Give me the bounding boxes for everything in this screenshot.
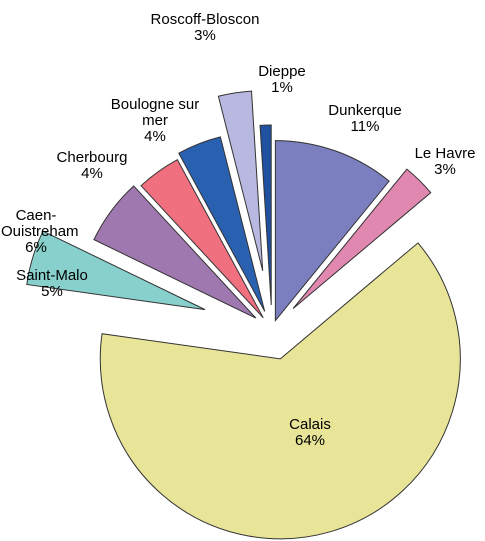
- category-label: Boulogne sur mer: [110, 96, 200, 129]
- value-label: 1%: [271, 79, 293, 96]
- category-label: Dieppe: [258, 63, 306, 80]
- category-label: Caen-Ouistreham: [1, 207, 79, 240]
- pie-slice: [99, 242, 461, 540]
- pie-slice: [217, 90, 264, 271]
- value-label: 5%: [41, 283, 63, 300]
- slice-label: Calais 64%: [265, 417, 355, 449]
- value-label: 3%: [434, 161, 456, 178]
- slice-label: Saint-Malo 5%: [7, 268, 97, 300]
- pie-slice: [140, 158, 264, 319]
- value-label: 4%: [81, 165, 103, 182]
- pie-slice: [93, 185, 257, 319]
- category-label: Dunkerque: [328, 102, 402, 119]
- value-label: 6%: [25, 239, 47, 256]
- category-label: Cherbourg: [56, 149, 128, 166]
- value-label: 64%: [294, 432, 326, 449]
- pie-slice: [274, 140, 390, 322]
- slice-label: Cherbourg 4%: [42, 150, 142, 182]
- category-label: Roscoff-Bloscon: [150, 11, 260, 28]
- value-label: 3%: [194, 27, 216, 44]
- category-label: Saint-Malo: [16, 267, 88, 284]
- value-label: 4%: [144, 128, 166, 145]
- pie-slice: [292, 168, 432, 310]
- slice-label: Caen-Ouistreham 6%: [1, 207, 79, 256]
- slice-label: Dunkerque 11%: [305, 103, 425, 135]
- slice-label: Le Havre 3%: [400, 146, 485, 178]
- pie-slice: [26, 230, 206, 311]
- slice-label: Boulogne sur mer 4%: [110, 97, 200, 145]
- value-label: 11%: [350, 118, 380, 135]
- pie-slice: [259, 124, 272, 306]
- slice-label: Roscoff-Bloscon 3%: [125, 12, 285, 44]
- category-label: Calais: [289, 416, 331, 433]
- pie-slice: [178, 136, 266, 312]
- slice-label: Dieppe 1%: [247, 64, 317, 96]
- category-label: Le Havre: [414, 145, 476, 162]
